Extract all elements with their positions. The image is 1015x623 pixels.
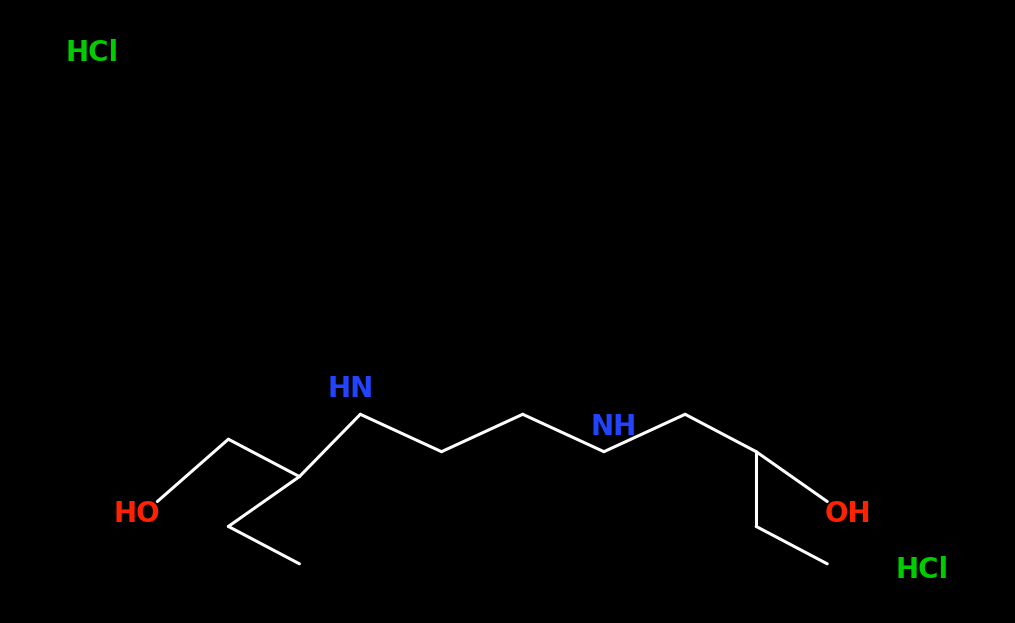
Text: NH: NH	[591, 413, 637, 440]
Text: HCl: HCl	[66, 39, 119, 67]
Text: OH: OH	[824, 500, 871, 528]
Text: HCl: HCl	[896, 556, 949, 584]
Text: HO: HO	[114, 500, 160, 528]
Text: HN: HN	[327, 376, 374, 403]
